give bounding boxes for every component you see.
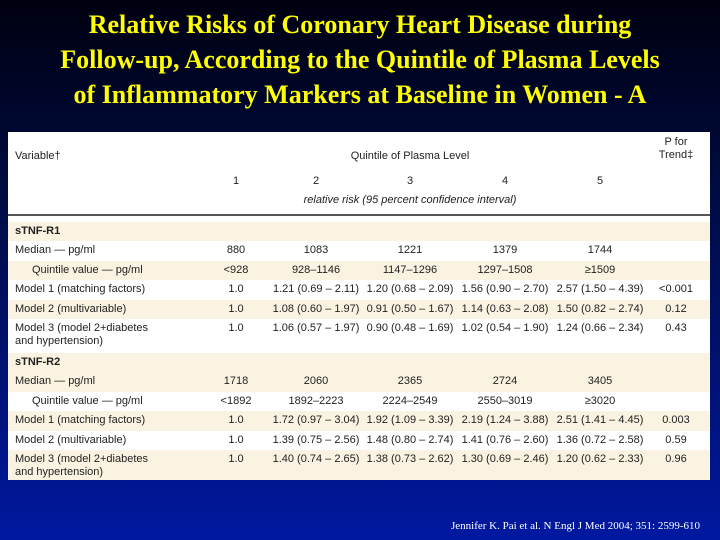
cell: 0.90 (0.48 – 1.69) bbox=[366, 322, 454, 334]
row-background bbox=[8, 280, 710, 300]
cell: 1.0 bbox=[228, 453, 244, 465]
cell: 1.08 (0.60 – 1.97) bbox=[272, 302, 360, 315]
cell: 1.0 bbox=[228, 322, 244, 334]
cell: 3405 bbox=[587, 375, 613, 387]
quintile-number: 1 bbox=[232, 175, 240, 187]
cell: 1.40 (0.74 – 2.65) bbox=[272, 453, 360, 465]
subheader: relative risk (95 percent confidence int… bbox=[303, 194, 517, 206]
cell: 1.02 (0.54 – 1.90) bbox=[461, 322, 549, 334]
header-cell: Variable† bbox=[15, 150, 61, 162]
table: Variable† Quintile of Plasma Level P for Tr… bbox=[8, 132, 710, 480]
cell: 1.14 (0.63 – 2.08) bbox=[461, 302, 549, 315]
row-label: Model 3 (model 2+diabetes bbox=[15, 453, 148, 465]
row-background bbox=[8, 430, 710, 450]
citation: Jennifer K. Pai et al. N Engl J Med 2004… bbox=[451, 520, 700, 532]
row-label: Model 1 (matching factors) bbox=[15, 414, 146, 426]
cell: 2550–3019 bbox=[477, 394, 533, 407]
row-label: Median — pg/ml bbox=[15, 375, 96, 387]
row-label: and hypertension) bbox=[15, 335, 104, 347]
row-background bbox=[8, 241, 710, 261]
cell: 1.50 (0.82 – 2.74) bbox=[556, 302, 644, 315]
cell: 1.0 bbox=[228, 433, 244, 446]
p-value: 0.59 bbox=[665, 433, 687, 446]
row-background bbox=[8, 353, 710, 372]
quintile-number: 4 bbox=[501, 175, 509, 187]
row-label: and hypertension) bbox=[15, 466, 104, 478]
cell: 880 bbox=[226, 244, 246, 256]
cell: 1.0 bbox=[228, 283, 244, 295]
cell: 1.06 (0.57 – 1.97) bbox=[272, 322, 360, 334]
cell: 1.38 (0.73 – 2.62) bbox=[366, 453, 454, 465]
cell: <928 bbox=[223, 263, 249, 276]
cell: 1.39 (0.75 – 2.56) bbox=[272, 433, 360, 446]
cell: 928–1146 bbox=[291, 263, 341, 276]
title-line: of Inflammatory Markers at Baseline in W… bbox=[73, 80, 647, 109]
cell: 1.56 (0.90 – 2.70) bbox=[461, 283, 549, 295]
row-label: Quintile value — pg/ml bbox=[32, 263, 143, 276]
cell: 2.51 (1.41 – 4.45) bbox=[556, 414, 644, 426]
cell: 1.20 (0.62 – 2.33) bbox=[556, 453, 644, 465]
header-cell: Quintile of Plasma Level bbox=[350, 150, 470, 162]
cell: 1744 bbox=[587, 244, 613, 256]
cell: 1892–2223 bbox=[288, 394, 344, 407]
section-label: sTNF-R1 bbox=[15, 225, 61, 237]
row-label: Median — pg/ml bbox=[15, 244, 96, 256]
quintile-number: 2 bbox=[312, 175, 320, 187]
cell: 2.19 (1.24 – 3.88) bbox=[461, 414, 549, 426]
cell: 1.24 (0.66 – 2.34) bbox=[556, 322, 644, 334]
p-value: <0.001 bbox=[659, 283, 693, 295]
row-background bbox=[8, 372, 710, 392]
p-value: 0.43 bbox=[665, 322, 687, 334]
row-label: Quintile value — pg/ml bbox=[32, 394, 143, 407]
cell: 1.0 bbox=[228, 414, 244, 426]
cell: 1.48 (0.80 – 2.74) bbox=[366, 433, 454, 446]
row-background bbox=[8, 260, 710, 280]
quintile-number: 5 bbox=[596, 175, 604, 187]
row-background bbox=[8, 450, 710, 480]
cell: 1.0 bbox=[228, 302, 244, 315]
header-cell: P for bbox=[664, 136, 688, 148]
row-label: Model 2 (multivariable) bbox=[15, 433, 127, 446]
cell: 1083 bbox=[303, 244, 329, 256]
title-line: Follow-up, According to the Quintile of … bbox=[60, 45, 660, 74]
row-background bbox=[8, 222, 710, 241]
cell: 1.92 (1.09 – 3.39) bbox=[366, 414, 454, 426]
cell: 1221 bbox=[397, 244, 423, 256]
quintile-number: 3 bbox=[406, 175, 414, 187]
cell: 1.41 (0.76 – 2.60) bbox=[461, 433, 549, 446]
cell: ≥3020 bbox=[584, 394, 616, 407]
header-cell: Trend‡ bbox=[658, 149, 694, 161]
divider bbox=[8, 214, 710, 216]
cell: 1.21 (0.69 – 2.11) bbox=[272, 283, 360, 295]
cell: 2060 bbox=[303, 375, 329, 387]
cell: 1.20 (0.68 – 2.09) bbox=[366, 283, 454, 295]
title-line: Relative Risks of Coronary Heart Disease… bbox=[88, 10, 632, 39]
p-value: 0.003 bbox=[662, 414, 690, 426]
p-value: 0.96 bbox=[665, 453, 687, 465]
cell: 1.30 (0.69 – 2.46) bbox=[461, 453, 549, 465]
row-label: Model 2 (multivariable) bbox=[15, 302, 127, 315]
cell: 1718 bbox=[223, 375, 249, 387]
row-background bbox=[8, 411, 710, 431]
row-background bbox=[8, 319, 710, 353]
cell: 1379 bbox=[492, 244, 518, 256]
cell: 1.72 (0.97 – 3.04) bbox=[272, 414, 360, 426]
cell: 2724 bbox=[492, 375, 518, 387]
row-background bbox=[8, 299, 710, 319]
cell: 0.91 (0.50 – 1.67) bbox=[366, 302, 454, 315]
cell: 1.36 (0.72 – 2.58) bbox=[556, 433, 644, 446]
cell: 2224–2549 bbox=[382, 394, 438, 407]
row-label: Model 1 (matching factors) bbox=[15, 283, 146, 295]
cell: <1892 bbox=[220, 394, 252, 407]
cell: 1147–1296 bbox=[382, 263, 438, 276]
p-value: 0.12 bbox=[665, 302, 687, 315]
cell: 2.57 (1.50 – 4.39) bbox=[556, 283, 644, 295]
row-background bbox=[8, 391, 710, 411]
row-label: Model 3 (model 2+diabetes bbox=[15, 322, 148, 334]
cell: 2365 bbox=[397, 375, 423, 387]
section-label: sTNF-R2 bbox=[15, 356, 61, 368]
cell: ≥1509 bbox=[584, 263, 616, 276]
cell: 1297–1508 bbox=[477, 263, 533, 276]
